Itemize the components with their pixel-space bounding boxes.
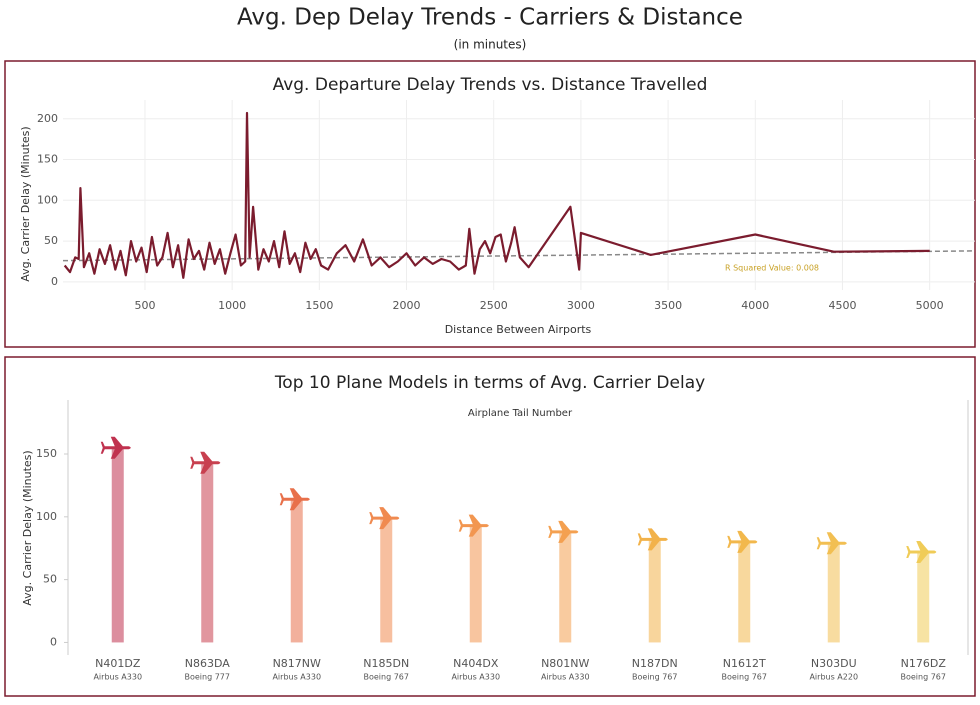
plane-icon (816, 532, 847, 555)
y-tick-label: 0 (51, 275, 58, 288)
plane-shape (548, 520, 579, 543)
plane-shape (279, 488, 310, 511)
bar (827, 543, 840, 643)
plane-shape (816, 532, 847, 555)
bar (648, 539, 661, 643)
x-sub-label: Boeing 767 (722, 673, 768, 682)
x-tick-label: 1500 (305, 299, 333, 312)
y-tick-label: 150 (37, 153, 58, 166)
plane-shape (369, 507, 400, 530)
y-tick-label: 50 (44, 234, 58, 247)
page-subtitle: (in minutes) (454, 38, 527, 52)
x-sub-label: Airbus A330 (272, 673, 321, 682)
x-tick-label: 4000 (741, 299, 769, 312)
x-tick-label: 4500 (828, 299, 856, 312)
bar (380, 518, 393, 643)
data-line (63, 111, 930, 279)
y-tick-label: 100 (36, 510, 57, 523)
chart-title: Avg. Departure Delay Trends vs. Distance… (273, 75, 708, 95)
x-tick-label: 3500 (654, 299, 682, 312)
x-tick-label: N185DN (363, 657, 409, 670)
plane-icon (458, 514, 489, 537)
y-tick-label: 0 (50, 635, 57, 648)
x-sub-label: Airbus A330 (541, 673, 590, 682)
x-sub-label: Boeing 777 (185, 673, 231, 682)
plane-icon (369, 507, 400, 530)
x-tick-label: N817NW (273, 657, 321, 670)
y-axis-label: Avg. Carrier Delay (Minutes) (19, 126, 32, 281)
bar (290, 499, 303, 643)
x-tick-label: 1000 (218, 299, 246, 312)
y-tick-label: 150 (36, 447, 57, 460)
bar (469, 525, 482, 643)
x-axis-label: Airplane Tail Number (468, 408, 573, 419)
x-tick-label: 2500 (480, 299, 508, 312)
plane-icon (637, 528, 668, 551)
x-sub-label: Airbus A330 (451, 673, 500, 682)
x-tick-label: N176DZ (901, 657, 947, 670)
plane-icon (906, 540, 937, 563)
y-tick-label: 100 (37, 193, 58, 206)
bar (201, 462, 214, 643)
plane-icon (100, 436, 131, 459)
plane-shape (727, 530, 758, 553)
x-tick-label: N404DX (453, 657, 499, 670)
panel-border (4, 60, 976, 348)
x-tick-label: 500 (134, 299, 155, 312)
plane-icon (279, 488, 310, 511)
bar (917, 551, 930, 643)
y-tick-label: 200 (37, 112, 58, 125)
plane-icon (190, 451, 221, 474)
page-title: Avg. Dep Delay Trends - Carriers & Dista… (237, 5, 743, 31)
x-axis-label: Distance Between Airports (445, 323, 592, 336)
x-tick-label: 5000 (916, 299, 944, 312)
x-tick-label: N401DZ (95, 657, 141, 670)
plane-shape (458, 514, 489, 537)
y-tick-label: 50 (43, 573, 57, 586)
x-sub-label: Boeing 767 (364, 673, 410, 682)
panel-border (4, 356, 976, 697)
plane-shape (100, 436, 131, 459)
plane-icon (548, 520, 579, 543)
bar (738, 541, 751, 643)
x-tick-label: N187DN (632, 657, 678, 670)
plane-shape (190, 451, 221, 474)
annotation: R Squared Value: 0.008 (725, 264, 819, 273)
bar (111, 447, 124, 643)
x-sub-label: Airbus A220 (809, 673, 858, 682)
plane-shape (637, 528, 668, 551)
bar (559, 531, 572, 643)
x-tick-label: N1612T (723, 657, 766, 670)
chart-title: Top 10 Plane Models in terms of Avg. Car… (274, 373, 705, 393)
x-sub-label: Boeing 767 (901, 673, 947, 682)
plane-icon (727, 530, 758, 553)
x-tick-label: N303DU (811, 657, 857, 670)
x-tick-label: N863DA (185, 657, 231, 670)
x-sub-label: Airbus A330 (93, 673, 142, 682)
plane-shape (906, 540, 937, 563)
x-tick-label: 3000 (567, 299, 595, 312)
x-tick-label: 2000 (393, 299, 421, 312)
y-axis-label: Avg. Carrier Delay (Minutes) (21, 450, 34, 605)
x-tick-label: N801NW (541, 657, 589, 670)
x-sub-label: Boeing 767 (632, 673, 678, 682)
